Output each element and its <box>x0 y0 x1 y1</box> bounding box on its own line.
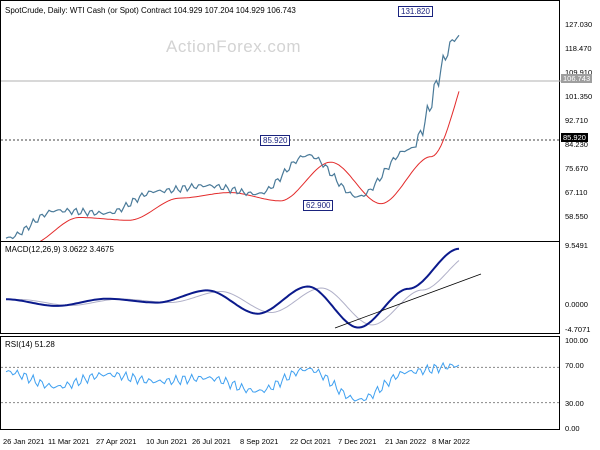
rsi-title: RSI(14) 51.28 <box>5 340 55 349</box>
price-chart-canvas <box>1 34 561 243</box>
date-tick: 8 Mar 2022 <box>432 437 470 446</box>
macd-axis: 9.5491 0.0000 -4.7071 <box>561 241 600 334</box>
date-tick: 26 Jul 2021 <box>192 437 231 446</box>
rsi-line <box>5 361 460 402</box>
watermark-text: ActionForex.com <box>166 37 302 56</box>
price-tick: 67.110 <box>565 188 588 197</box>
macd-signal-line <box>6 260 460 326</box>
price-tick: 75.670 <box>565 164 588 173</box>
date-tick: 22 Oct 2021 <box>290 437 331 446</box>
moving-average-line <box>35 91 460 243</box>
macd-trendline[interactable] <box>334 273 482 329</box>
low-annotation: 62.900 <box>303 200 334 211</box>
macd-title: MACD(12,26,9) 3.0622 3.4675 <box>5 245 114 254</box>
macd-tick: 9.5491 <box>565 241 588 250</box>
date-tick: 11 Mar 2021 <box>48 437 90 446</box>
high-annotation: 131.820 <box>398 6 433 17</box>
current-price-label: 106.743 <box>561 74 593 83</box>
macd-canvas <box>6 247 482 329</box>
macd-pane[interactable]: MACD(12,26,9) 3.0622 3.4675 <box>0 241 560 334</box>
price-tick: 84.230 <box>565 140 588 149</box>
rsi-axis: 100.00 70.00 30.00 0.00 <box>561 336 600 433</box>
main-chart-title: SpotCrude, Daily: WTI Cash (or Spot) Con… <box>5 6 296 15</box>
date-tick: 8 Sep 2021 <box>240 437 279 446</box>
price-series-line <box>5 34 460 240</box>
rsi-tick: 30.00 <box>565 399 584 408</box>
macd-tick: -4.7071 <box>565 325 591 334</box>
date-tick: 7 Dec 2021 <box>338 437 377 446</box>
rsi-tick: 0.00 <box>565 424 580 433</box>
rsi-tick: 70.00 <box>565 361 584 370</box>
price-tick: 101.350 <box>565 92 593 101</box>
price-tick: 109.910 <box>565 68 593 77</box>
date-tick: 26 Jan 2021 <box>3 437 45 446</box>
price-axis: 127.030 118.470 109.910 101.350 92.710 8… <box>561 0 600 242</box>
macd-line <box>6 247 460 329</box>
price-chart-pane[interactable]: SpotCrude, Daily: WTI Cash (or Spot) Con… <box>0 0 561 243</box>
date-tick: 27 Apr 2021 <box>96 437 137 446</box>
price-tick: 92.710 <box>565 116 588 125</box>
rsi-tick: 100.00 <box>565 336 588 345</box>
support-annotation: 85.920 <box>260 135 291 146</box>
price-tick: 127.030 <box>565 20 593 29</box>
price-tick: 118.470 <box>565 44 592 53</box>
macd-tick: 0.0000 <box>565 300 588 309</box>
level-price-label: 85.920 <box>561 133 588 142</box>
rsi-pane[interactable]: RSI(14) 51.28 <box>0 336 561 430</box>
rsi-canvas <box>1 361 561 404</box>
date-tick: 21 Jan 2022 <box>385 437 427 446</box>
price-tick: 58.550 <box>565 212 588 221</box>
date-tick: 10 Jun 2021 <box>146 437 188 446</box>
